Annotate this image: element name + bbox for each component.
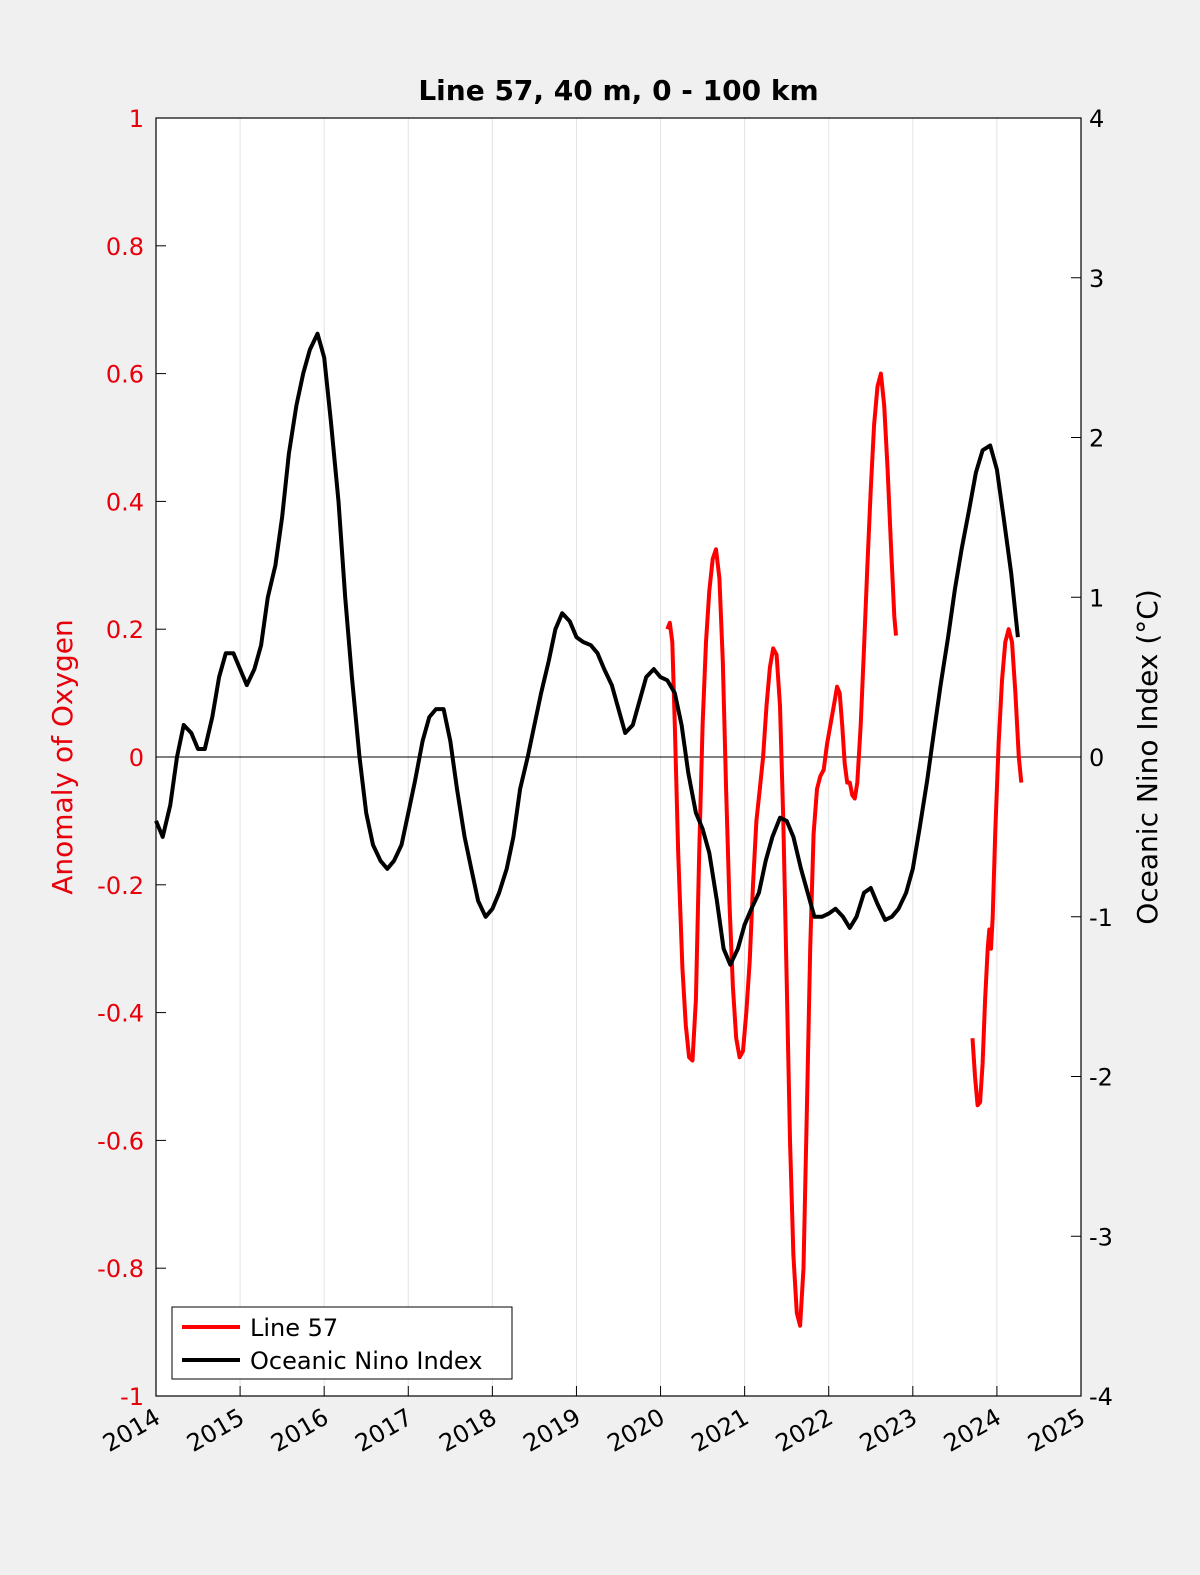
y-left-tick-label: -0.2	[97, 872, 144, 900]
legend: Line 57 Oceanic Nino Index	[171, 1306, 513, 1380]
y-right-tick-label: 1	[1089, 584, 1104, 612]
legend-label-oni: Oceanic Nino Index	[250, 1347, 482, 1375]
y-left-tick-label: 1	[129, 105, 144, 133]
legend-box	[171, 1306, 513, 1380]
oxygen-series-line	[665, 371, 898, 1328]
y-left-tick-label: -0.4	[97, 1000, 144, 1028]
y-right-tick-label: 0	[1089, 744, 1104, 772]
y-axis-right-label: Oceanic Nino Index (°C)	[1131, 589, 1164, 925]
y-right-tick-label: -4	[1089, 1383, 1113, 1411]
oni-series-line	[154, 331, 1020, 967]
y-axis-left-label: Anomaly of Oxygen	[46, 619, 79, 895]
y-left-tick-label: 0.8	[106, 233, 144, 261]
y-right-tick-label: -2	[1089, 1064, 1113, 1092]
y-right-tick-label: -1	[1089, 904, 1113, 932]
y-left-tick-label: 0.2	[106, 616, 144, 644]
y-left-tick-label: 0	[129, 744, 144, 772]
y-left-tick-label: 0.4	[106, 488, 144, 516]
series-layer	[154, 331, 1024, 1328]
y-left-tick-label: -1	[120, 1383, 144, 1411]
y-right-tick-label: 3	[1089, 265, 1104, 293]
y-left-tick-label: -0.6	[97, 1127, 144, 1155]
chart-title: Line 57, 40 m, 0 - 100 km	[418, 74, 818, 107]
right-axis: -4 -3 -2 -1 0 1 2 3 4	[1071, 105, 1113, 1411]
y-left-tick-label: 0.6	[106, 361, 144, 389]
y-left-tick-label: -0.8	[97, 1255, 144, 1283]
y-right-tick-label: -3	[1089, 1223, 1113, 1251]
y-right-tick-label: 4	[1089, 105, 1104, 133]
oxygen-series-line	[970, 627, 1024, 1108]
y-right-tick-label: 2	[1089, 425, 1104, 453]
left-axis: -1 -0.8 -0.6 -0.4 -0.2 0 0.2 0.4 0.6 0.8 1	[97, 105, 166, 1411]
legend-label-oxygen: Line 57	[250, 1314, 338, 1342]
